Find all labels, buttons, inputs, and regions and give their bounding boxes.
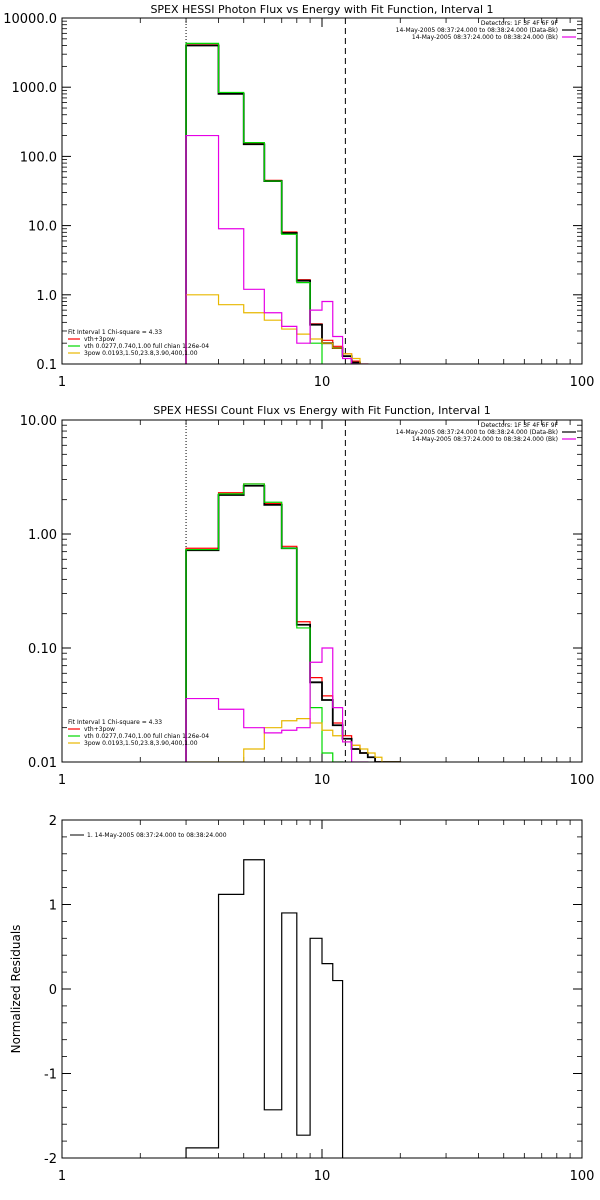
- y-axis-label: Normalized Residuals: [9, 925, 23, 1054]
- y-tick-label: 10.0: [28, 220, 57, 235]
- x-tick-label: 1: [58, 773, 66, 788]
- plot-frame: [61, 17, 583, 365]
- legend-bottom-left-entry: vth+3pow: [84, 726, 115, 733]
- y-tick-label: 1.00: [28, 528, 57, 543]
- y-tick-label: 1.0: [36, 289, 57, 304]
- data-series: [185, 859, 344, 1158]
- x-tick-label: 1: [58, 1169, 66, 1184]
- x-tick-label: 100: [570, 1169, 595, 1184]
- series-5-line: [185, 647, 369, 762]
- y-tick-label: 10000.0: [3, 12, 57, 27]
- legend-top-right-entry: 14-May-2005 08:37:24.000 to 08:38:24.000…: [412, 34, 558, 41]
- legend-bottom-left-entry: vth 0.0277,0.740,1.00 full chian 1.26e-0…: [84, 733, 209, 740]
- chart-panel-3: Normalized Residuals 1 10 100 -2 -1 0 1 2 1. 14-M…: [9, 814, 595, 1184]
- y-tick-label: 1: [49, 899, 57, 914]
- legend-bottom-left-entry: vth+3pow: [84, 336, 115, 343]
- legend-top-left-entry: 1. 14-May-2005 08:37:24.000 to 08:38:24.…: [87, 832, 227, 839]
- series-2-line: [185, 44, 361, 364]
- chart-panel-1: SPEX HESSI Photon Flux vs Energy with Fi…: [3, 3, 594, 390]
- series-4-line: [185, 718, 401, 762]
- chart-title: SPEX HESSI Photon Flux vs Energy with Fi…: [150, 3, 493, 16]
- legend-top-right-entry: 14-May-2005 08:37:24.000 to 08:38:24.000…: [396, 429, 558, 436]
- plot-frame: [61, 819, 583, 1159]
- chart-panel-2: SPEX HESSI Count Flux vs Energy with Fit…: [20, 404, 595, 788]
- series-4-line: [185, 294, 369, 364]
- legend-top-right-entry: 14-May-2005 08:37:24.000 to 08:38:24.000…: [396, 27, 558, 34]
- y-tick-label: 100.0: [20, 150, 57, 165]
- y-tick-label: 0.01: [28, 756, 57, 771]
- y-tick-label: 10.00: [20, 414, 57, 429]
- series-5-line: [185, 134, 369, 364]
- x-tick-label: 10: [314, 773, 331, 788]
- legend-bottom-left-entry: Fit Interval 1 Chi-square = 4.33: [68, 719, 162, 726]
- legend-bottom-left-entry: Fit Interval 1 Chi-square = 4.33: [68, 329, 162, 336]
- legend-top-right-entry: 14-May-2005 08:37:24.000 to 08:38:24.000…: [412, 436, 558, 443]
- x-tick-label: 100: [570, 773, 595, 788]
- x-tick-label: 10: [314, 375, 331, 390]
- data-series: [185, 42, 369, 364]
- y-tick-label: 0.1: [36, 358, 57, 373]
- y-tick-label: 0: [49, 983, 57, 998]
- series-3-line: [185, 483, 344, 762]
- y-tick-label: -2: [44, 1152, 57, 1167]
- y-tick-label: 1000.0: [12, 81, 58, 96]
- series-1-line: [185, 44, 361, 364]
- chart-title: SPEX HESSI Count Flux vs Energy with Fit…: [153, 404, 490, 417]
- y-tick-label: -1: [44, 1068, 57, 1083]
- x-tick-label: 100: [570, 375, 595, 390]
- x-tick-label: 1: [58, 375, 66, 390]
- legend-top-right-entry: Detectors: 1F 3F 4F 6F 9F: [481, 422, 559, 429]
- legend-bottom-left-entry: 3pow 0.0193,1.50,23.8,3.90,400,1.00: [84, 740, 198, 747]
- y-tick-label: 2: [49, 814, 57, 829]
- legend-bottom-left-entry: vth 0.0277,0.740,1.00 full chian 1.26e-0…: [84, 343, 209, 350]
- plot-frame: [61, 419, 583, 763]
- data-series: [185, 483, 402, 762]
- legend-bottom-left-entry: 3pow 0.0193,1.50,23.8,3.90,400,1.00: [84, 350, 198, 357]
- y-tick-label: 0.10: [28, 642, 57, 657]
- legend-top-right-entry: Detectors: 1F 3F 4F 6F 9F: [481, 20, 559, 27]
- series-1-line: [185, 859, 344, 1158]
- x-tick-label: 10: [314, 1169, 331, 1184]
